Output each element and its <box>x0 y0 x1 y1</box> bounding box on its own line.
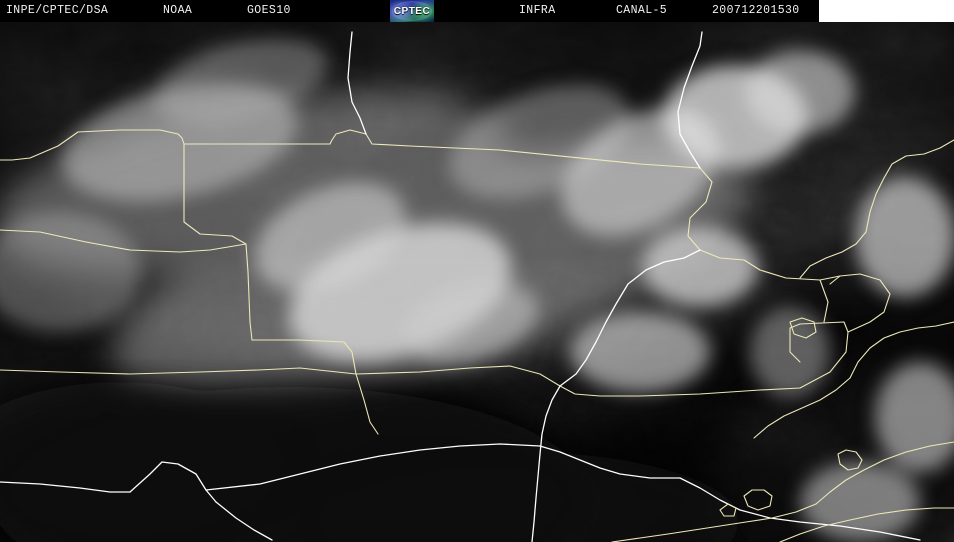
satellite-imagery-svg <box>0 22 954 542</box>
cptec-logo-icon: CPTEC <box>390 0 434 22</box>
header-band-label: INFRA <box>519 4 556 17</box>
imagery-vignette <box>0 22 954 542</box>
header-timestamp-label: 200712201530 <box>712 4 800 17</box>
header-channel-label: CANAL-5 <box>616 4 668 17</box>
cptec-logo-text: CPTEC <box>393 5 431 17</box>
satellite-imagery-canvas <box>0 22 954 542</box>
header-agency-label: NOAA <box>163 4 193 17</box>
header-organization-label: INPE/CPTEC/DSA <box>6 4 109 17</box>
header-satellite-label: GOES10 <box>247 4 291 17</box>
image-header-bar: INPE/CPTEC/DSA NOAA GOES10 INFRA CANAL-5… <box>0 0 954 22</box>
